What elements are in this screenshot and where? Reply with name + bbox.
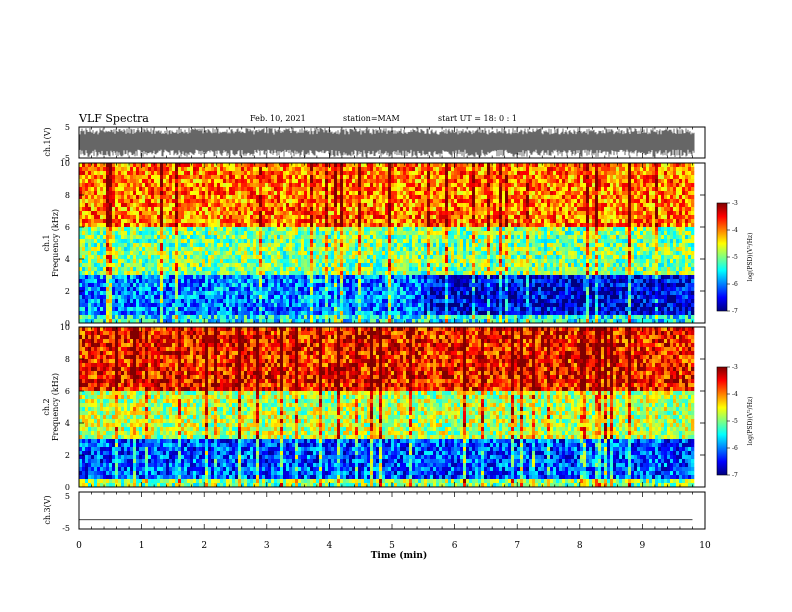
ch1-colorbar: [716, 202, 728, 312]
ch1-spectrogram-image: [79, 163, 705, 324]
colorbar-tick-label: -3: [732, 364, 738, 371]
time-axis-labels: 0 1 2 3 4 5 6 7 8 9 10: [76, 541, 711, 551]
ch2-frequency-ylabel: Frequency (kHz): [51, 373, 60, 441]
time-tick-label: 9: [640, 541, 646, 551]
ch1-colorbar-ticks: -3 -4 -5 -6 -7: [727, 200, 738, 315]
ch1-colorbar-label: log(PSD)(V²/Hz): [747, 233, 754, 282]
time-tick-label: 6: [452, 541, 458, 551]
frequency-tick-label: 6: [65, 223, 70, 232]
time-axis-label: Time (min): [371, 550, 428, 561]
colorbar-tick-label: -5: [732, 254, 738, 261]
time-tick-label: 4: [327, 541, 333, 551]
frequency-tick-label: 2: [65, 287, 70, 296]
ch3-waveform-panel: 5 -5 ch.3(V): [43, 491, 706, 533]
station-label: station=MAM: [343, 114, 400, 123]
frequency-tick-label: 4: [65, 255, 70, 264]
frequency-tick-label: 8: [65, 191, 70, 200]
colorbar-tick-label: -3: [732, 200, 738, 207]
ch3-ytick-top: 5: [65, 492, 70, 501]
ch1-waveform-panel: 5 -5 ch.1(V): [43, 123, 706, 163]
frequency-tick-label: 0: [65, 319, 70, 328]
ch3-ytick-bottom: -5: [62, 524, 70, 533]
ch3-waveform-frame: [78, 491, 706, 530]
frequency-tick-label: 10: [60, 323, 70, 332]
ch1-waveform-strokes: [79, 128, 695, 157]
ch2-colorbar-label: log(PSD)(V²/Hz): [747, 397, 754, 446]
ch2-colorbar: [716, 366, 728, 476]
time-tick-label: 2: [201, 541, 207, 551]
time-tick-label: 3: [264, 541, 270, 551]
time-tick-label: 8: [577, 541, 583, 551]
colorbar-tick-label: -4: [732, 391, 738, 398]
figure-title: VLF Spectra: [79, 112, 149, 125]
colorbar-tick-label: -5: [732, 418, 738, 425]
colorbar-tick-label: -7: [732, 472, 738, 479]
colorbar-tick-label: -6: [732, 281, 738, 288]
time-axis-ticks: [78, 127, 706, 529]
ch2-colorbar-ticks: -3 -4 -5 -6 -7: [727, 364, 738, 479]
time-tick-label: 10: [699, 541, 711, 551]
start-time-label: start UT = 18: 0 : 1: [438, 114, 517, 123]
ch2-spectrogram-image: [79, 327, 705, 488]
frequency-tick-label: 0: [65, 483, 70, 492]
time-tick-label: 1: [139, 541, 145, 551]
frequency-tick-label: 4: [65, 419, 70, 428]
frequency-tick-label: 6: [65, 387, 70, 396]
ch1-waveform-trace: [79, 128, 695, 157]
ch1-channel-label: ch.1: [42, 234, 51, 251]
ch1-ytick-top: 5: [65, 123, 70, 132]
ch1-spectrogram-yticks: 0 2 4 6 8 10: [60, 159, 705, 328]
colorbar-tick-label: -7: [732, 308, 738, 315]
frequency-tick-label: 8: [65, 355, 70, 364]
ch1-frequency-ylabel: Frequency (kHz): [51, 209, 60, 277]
colorbar-tick-label: -4: [732, 227, 738, 234]
time-tick-label: 5: [389, 541, 395, 551]
date-label: Feb. 10, 2021: [250, 114, 306, 123]
ch1-ytick-bottom: -5: [62, 154, 70, 163]
ch2-channel-label: ch.2: [42, 398, 51, 415]
ch3-waveform-ylabel: ch.3(V): [43, 495, 52, 524]
time-tick-label: 7: [514, 541, 520, 551]
ch2-spectrogram-yticks: 0 2 4 6 8 10: [60, 323, 705, 492]
frequency-tick-label: 2: [65, 451, 70, 460]
ch1-waveform-ylabel: ch.1(V): [43, 127, 52, 156]
time-tick-label: 0: [76, 541, 82, 551]
frequency-tick-label: 10: [60, 159, 70, 168]
colorbar-tick-label: -6: [732, 445, 738, 452]
